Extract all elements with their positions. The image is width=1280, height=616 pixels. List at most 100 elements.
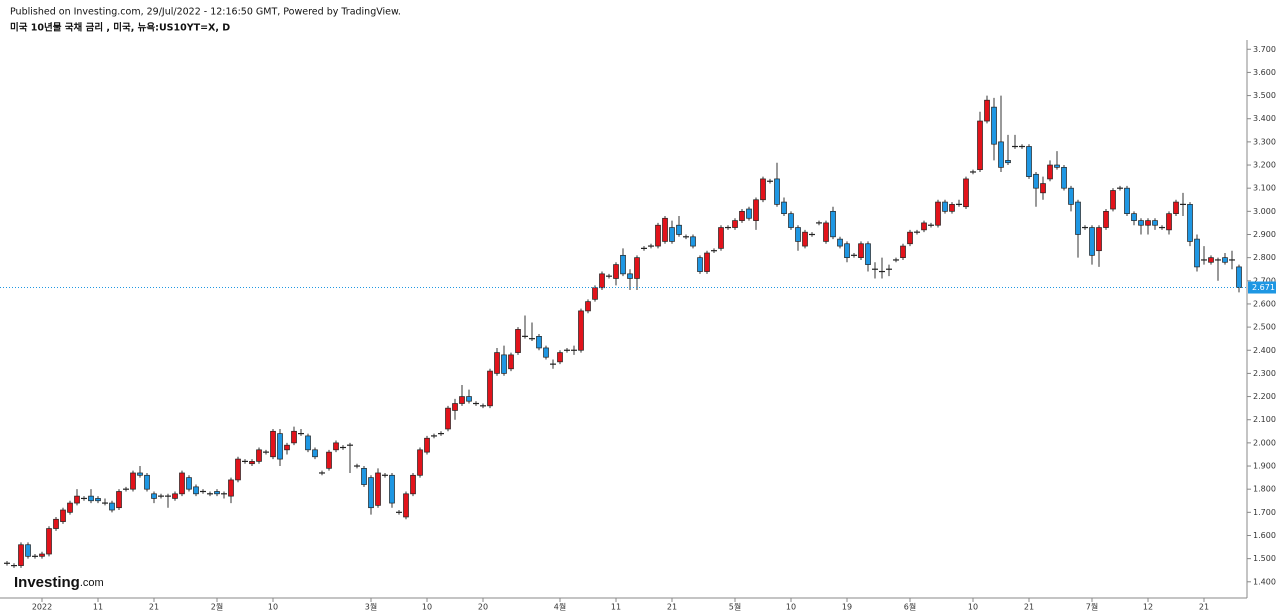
candle-body [235, 458, 241, 481]
candle-body [1166, 213, 1172, 231]
candle-body [613, 264, 619, 279]
x-tick-label: 21 [1199, 603, 1209, 612]
candle-body [417, 449, 423, 476]
y-tick-label: 1.400 [1253, 577, 1276, 586]
candle-body [1026, 146, 1032, 177]
candle-body [249, 461, 255, 465]
candle-body [627, 273, 633, 279]
y-tick-label: 2.400 [1253, 346, 1276, 355]
candle-body [186, 477, 192, 490]
candle-body [1061, 166, 1067, 189]
logo-suffix: .com [80, 577, 104, 589]
candle-body [977, 120, 983, 171]
candle-body [53, 518, 59, 529]
candle-body [1054, 164, 1060, 168]
x-tick-label: 5월 [729, 602, 741, 612]
candle-body [74, 495, 80, 504]
candle-body [991, 106, 997, 145]
candle-body [291, 430, 297, 444]
candle-body [578, 310, 584, 351]
last-price-box [1248, 281, 1276, 294]
candle-body [942, 201, 948, 212]
x-tick-label: 10 [422, 603, 432, 612]
candle-body [543, 347, 549, 358]
candle-body [1145, 220, 1151, 226]
candle-body [109, 502, 115, 511]
x-tick-label: 10 [268, 603, 278, 612]
candle-body [676, 224, 682, 235]
x-tick-label: 2022 [32, 603, 52, 612]
candle-body [795, 227, 801, 242]
candle-body [179, 472, 185, 495]
candle-body [46, 528, 52, 555]
candle-body [732, 220, 738, 228]
y-tick-label: 3.000 [1253, 207, 1276, 216]
candle-body [39, 553, 45, 557]
y-tick-label: 3.200 [1253, 161, 1276, 170]
candle-body [256, 449, 262, 462]
candle-body [368, 477, 374, 509]
x-tick-label: 4월 [554, 602, 566, 612]
candle-body [634, 257, 640, 279]
candle-body [1075, 201, 1081, 235]
y-tick-label: 2.000 [1253, 438, 1276, 447]
candle-body [466, 396, 472, 402]
y-tick-label: 3.700 [1253, 45, 1276, 54]
candle-body [333, 442, 339, 451]
candle-body [739, 210, 745, 221]
candle-body [389, 474, 395, 504]
candle-body [130, 472, 136, 490]
candle-body [277, 433, 283, 460]
y-tick-label: 2.800 [1253, 253, 1276, 262]
candle-body [1124, 187, 1130, 215]
candle-body [375, 472, 381, 506]
candle-body [284, 444, 290, 451]
candle-body [1138, 220, 1144, 226]
candle-body [1110, 190, 1116, 210]
x-tick-label: 20 [478, 603, 488, 612]
candle-body [935, 201, 941, 226]
candle-body [858, 243, 864, 258]
candle-body [557, 352, 563, 363]
y-tick-label: 2.300 [1253, 369, 1276, 378]
candle-body [445, 407, 451, 430]
y-tick-label: 2.500 [1253, 323, 1276, 332]
x-tick-label: 10 [786, 603, 796, 612]
candle-body [151, 493, 157, 499]
candle-body [823, 222, 829, 242]
y-tick-label: 1.800 [1253, 485, 1276, 494]
candle-body [1187, 204, 1193, 242]
y-tick-label: 2.600 [1253, 299, 1276, 308]
candle-body [1047, 164, 1053, 180]
candle-body [501, 354, 507, 374]
candle-body [1131, 213, 1137, 221]
x-tick-label: 3월 [365, 602, 377, 612]
candle-body [361, 467, 367, 485]
logo: Investing.com [14, 574, 104, 591]
candle-body [193, 486, 199, 495]
candle-body [410, 474, 416, 495]
y-tick-label: 3.100 [1253, 184, 1276, 193]
candle-body [305, 435, 311, 451]
candle-body [746, 208, 752, 219]
candle-body [620, 254, 626, 275]
candle-body [487, 370, 493, 407]
candle-body [669, 227, 675, 242]
y-tick-label: 1.700 [1253, 508, 1276, 517]
candle-body [907, 231, 913, 245]
candle-body [1089, 227, 1095, 256]
candle-body [88, 495, 94, 502]
x-tick-label: 21 [149, 603, 159, 612]
candle-body [592, 287, 598, 300]
candle-body [60, 509, 66, 522]
x-tick-label: 11 [93, 603, 103, 612]
candle-body [312, 449, 318, 458]
candle-body [1173, 201, 1179, 215]
y-tick-label: 3.400 [1253, 114, 1276, 123]
x-tick-label: 12 [1143, 603, 1153, 612]
candle-body [662, 217, 668, 242]
y-tick-label: 3.500 [1253, 91, 1276, 100]
candle-body [830, 210, 836, 238]
